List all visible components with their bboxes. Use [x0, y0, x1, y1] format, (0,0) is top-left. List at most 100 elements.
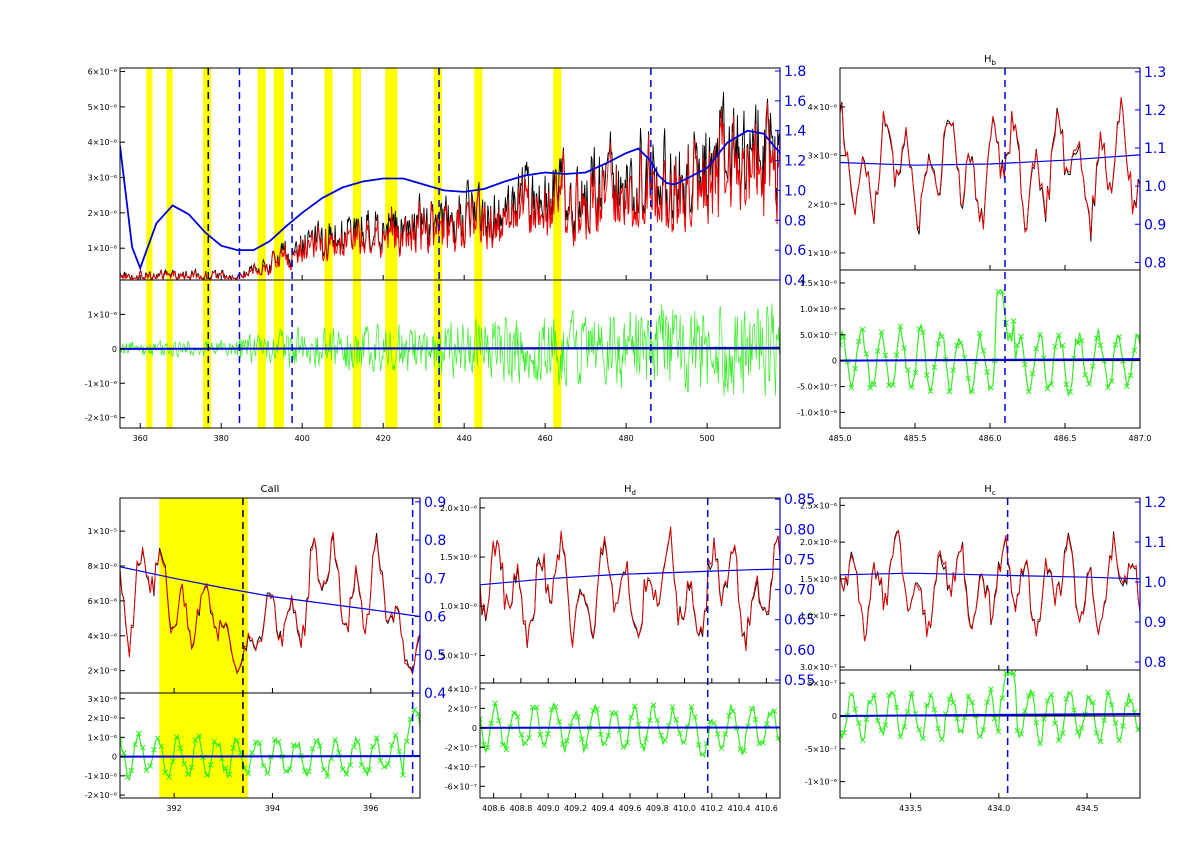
panel-title: CaII	[260, 484, 279, 495]
x-tick-label: 409.2	[564, 804, 587, 813]
residual-marker	[860, 737, 865, 742]
residual-y-tick-label: 5×10⁻⁷	[808, 679, 837, 688]
y2-tick-label: 1.8	[784, 64, 806, 80]
top-frame	[480, 498, 780, 683]
residual-blue-baseline	[120, 348, 780, 349]
residual-y-tick-label: 1×10⁻⁶	[88, 733, 117, 742]
y2-tick-label: 0.4	[424, 686, 446, 702]
residual-marker	[542, 743, 547, 748]
residual-y-tick-label: -5×10⁻⁷	[805, 745, 837, 754]
top-frame	[840, 68, 1140, 270]
x-tick-label: 409.4	[591, 804, 614, 813]
x-tick-label: 486.0	[979, 434, 1002, 443]
residual-marker	[939, 334, 944, 339]
y-tick-label: 3.0×10⁻⁷	[800, 663, 837, 672]
highlight-band	[474, 68, 482, 428]
x-tick-label: 485.5	[904, 434, 927, 443]
y-tick-label: 2.0×10⁻⁶	[800, 538, 837, 547]
panel-title-main: H	[984, 484, 992, 495]
residual-y-tick-label: -1×10⁻⁶	[85, 772, 117, 781]
x-tick-label: 394	[265, 804, 280, 813]
residual-y-tick-label: 0	[832, 712, 837, 721]
y2-tick-label: 0.60	[784, 643, 815, 659]
y-tick-label: 6×10⁻⁶	[88, 597, 117, 606]
observed-spectrum-line	[840, 531, 1140, 640]
y2-tick-label: 0.6	[784, 243, 806, 259]
residual-y-tick-label: -6×10⁻⁷	[445, 782, 477, 791]
plot-area	[838, 498, 1141, 798]
y2-tick-label: 0.75	[784, 552, 815, 568]
y2-tick-label: 1.0	[784, 183, 806, 199]
x-tick-label: 380	[214, 434, 229, 443]
y2-tick-label: 1.6	[784, 94, 806, 110]
residual-line	[120, 303, 780, 396]
residual-y-tick-label: -1×10⁻⁶	[805, 778, 837, 787]
residual-y-tick-label: 5.0×10⁻⁷	[800, 331, 837, 340]
x-tick-label: 409.0	[537, 804, 560, 813]
panel-title-subscript: b	[992, 59, 997, 67]
plot-area	[118, 498, 519, 798]
x-tick-label: 410.6	[755, 804, 778, 813]
y-tick-label: 1×10⁻⁶	[808, 249, 837, 258]
y2-tick-label: 1.2	[784, 154, 806, 170]
y2-tick-label: 0.7	[424, 571, 446, 587]
highlight-band	[553, 68, 561, 428]
residual-y-tick-label: -2×10⁻⁶	[85, 791, 117, 800]
y-tick-label: 6×10⁻⁶	[88, 68, 117, 77]
y-tick-label: 4×10⁻⁶	[88, 632, 117, 641]
y2-tick-label: 0.8	[1144, 655, 1166, 671]
y2-tick-label: 0.8	[784, 213, 806, 229]
residual-y-tick-label: 4×10⁻⁷	[448, 685, 477, 694]
y2-tick-label: 1.4	[784, 124, 806, 140]
residual-y-tick-label: -1.0×10⁻⁶	[797, 408, 837, 417]
x-tick-label: 409.6	[619, 804, 642, 813]
y-tick-label: 1.5×10⁻⁶	[800, 575, 837, 584]
residual-line	[840, 673, 1140, 743]
y2-tick-label: 1.2	[1144, 495, 1166, 511]
residual-blue-baseline	[120, 756, 420, 757]
y2-tick-label: 0.9	[1144, 217, 1166, 233]
y-tick-label: 2.5×10⁻⁶	[800, 501, 837, 510]
x-tick-label: 410.2	[700, 804, 723, 813]
highlight-band	[203, 68, 211, 428]
continuum-ratio-curve	[120, 131, 780, 268]
residual-y-tick-label: -1×10⁻⁶	[85, 379, 117, 388]
x-tick-label: 485.0	[829, 434, 852, 443]
panel-title: Hc	[984, 484, 996, 497]
x-tick-label: 480	[618, 434, 633, 443]
y2-tick-label: 1.1	[1144, 141, 1166, 157]
residual-y-tick-label: 1.0×10⁻⁶	[800, 305, 837, 314]
highlight-band	[385, 68, 397, 428]
y2-tick-label: 1.3	[1144, 65, 1166, 81]
x-tick-label: 409.8	[646, 804, 669, 813]
residual-y-tick-label: 1×10⁻⁶	[88, 310, 117, 319]
plot-area	[120, 68, 780, 428]
y-tick-label: 4×10⁻⁶	[88, 138, 117, 147]
panel-title-subscript: d	[632, 489, 636, 497]
x-tick-label: 396	[363, 804, 378, 813]
residual-marker	[355, 739, 360, 744]
residual-y-tick-label: 0	[472, 724, 477, 733]
y2-tick-label: 1.0	[1144, 575, 1166, 591]
x-tick-label: 500	[699, 434, 714, 443]
top-frame	[840, 498, 1140, 670]
y-tick-label: 2×10⁻⁶	[88, 667, 117, 676]
residual-y-tick-label: 0	[112, 345, 117, 354]
bottom-frame	[480, 683, 780, 798]
y2-tick-label: 0.80	[784, 522, 815, 538]
y-tick-label: 5.0×10⁻⁷	[440, 651, 477, 660]
x-tick-label: 408.8	[509, 804, 532, 813]
y-tick-label: 2×10⁻⁶	[88, 209, 117, 218]
model-spectrum-line	[480, 527, 780, 652]
highlight-band	[159, 498, 248, 798]
top-frame	[120, 68, 780, 280]
y2-tick-label: 1.0	[1144, 179, 1166, 195]
y-tick-label: 1.0×10⁻⁶	[800, 612, 837, 621]
x-tick-label: 420	[376, 434, 391, 443]
y-tick-label: 1×10⁻⁶	[88, 244, 117, 253]
y-tick-label: 1.0×10⁻⁶	[440, 602, 477, 611]
